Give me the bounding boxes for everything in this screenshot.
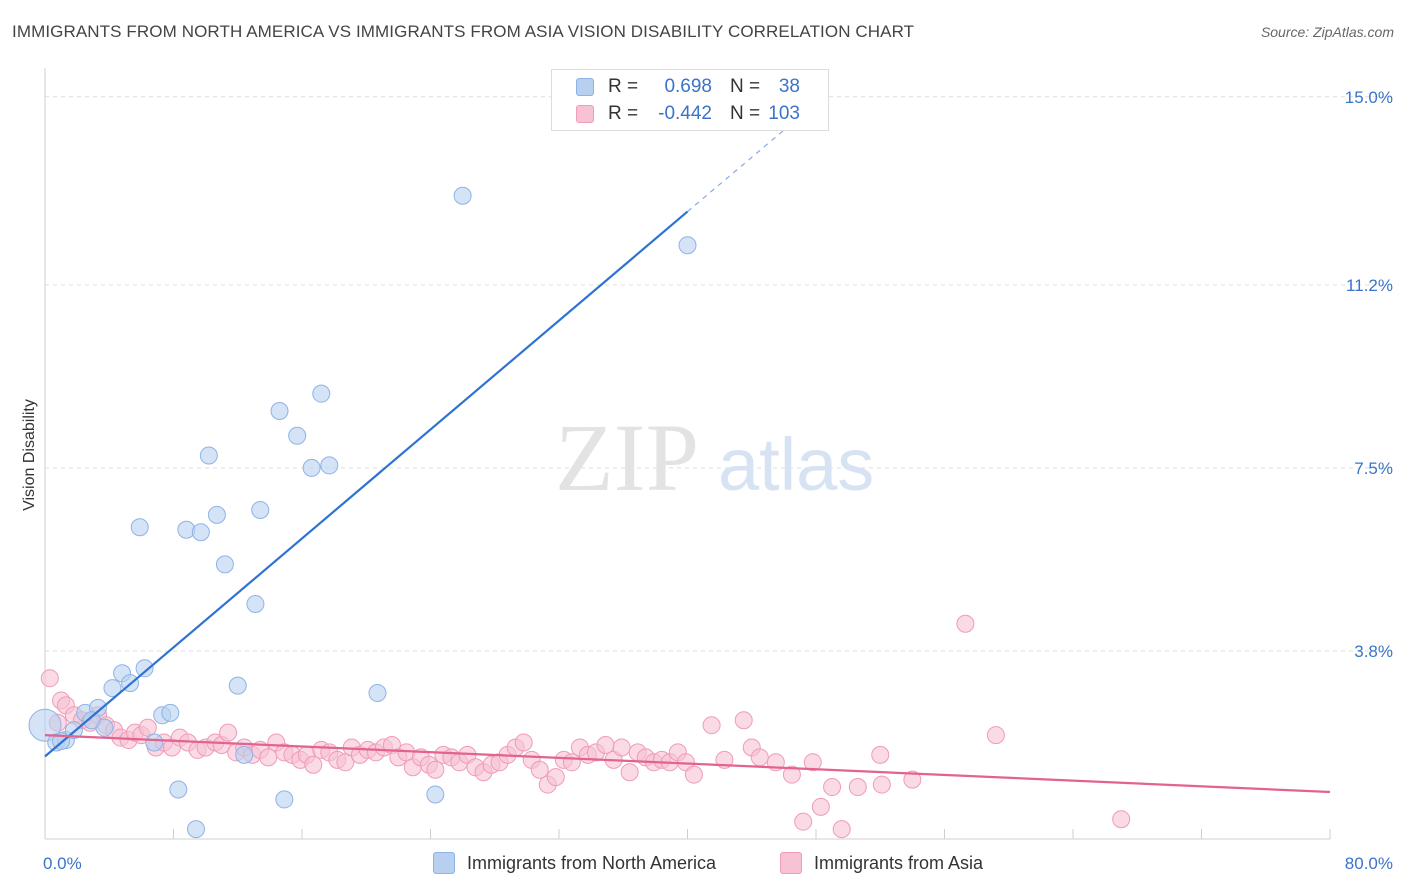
north-america-point bbox=[169, 780, 188, 799]
legend-swatch-north-america bbox=[576, 78, 594, 96]
y-tick-label: 11.2% bbox=[1346, 276, 1393, 295]
north-america-point bbox=[275, 790, 294, 809]
north-america-point bbox=[130, 518, 149, 537]
watermark: ZIP atlas bbox=[555, 404, 874, 511]
y-tick-label: 15.0% bbox=[1345, 88, 1393, 107]
legend-r-value: 0.698 bbox=[664, 76, 712, 97]
asia-point bbox=[782, 765, 801, 784]
legend-n-label: N = bbox=[730, 103, 761, 124]
north-america-point bbox=[320, 456, 339, 475]
north-america-point bbox=[103, 679, 122, 698]
y-tick-label: 3.8% bbox=[1354, 642, 1393, 661]
x-tick-label: 0.0% bbox=[43, 854, 82, 873]
legend-r-value: -0.442 bbox=[658, 103, 712, 124]
north-america-point bbox=[145, 733, 164, 752]
north-america-point bbox=[199, 446, 218, 465]
legend-label-asia: Immigrants from Asia bbox=[814, 852, 984, 873]
legend-label-north-america: Immigrants from North America bbox=[467, 852, 717, 873]
legend-r-label: R = bbox=[608, 103, 639, 124]
north-america-point bbox=[235, 745, 254, 764]
asia-point bbox=[1112, 810, 1131, 829]
asia-point bbox=[612, 738, 631, 757]
asia-point bbox=[40, 669, 59, 688]
north-america-point bbox=[368, 684, 387, 703]
legend-r-label: R = bbox=[608, 76, 639, 97]
legend-n-label: N = bbox=[730, 76, 761, 97]
north-america-point bbox=[251, 500, 270, 519]
watermark-zip: ZIP bbox=[555, 404, 699, 511]
north-america-trend-extension bbox=[687, 116, 801, 213]
source-label: Source: ZipAtlas.com bbox=[1260, 24, 1394, 40]
asia-point bbox=[562, 753, 581, 772]
north-america-point bbox=[312, 384, 331, 403]
asia-point bbox=[848, 778, 867, 797]
legend-swatch-north-america bbox=[433, 852, 455, 874]
watermark-atlas: atlas bbox=[718, 423, 874, 506]
north-america-point bbox=[215, 555, 234, 574]
north-america-trend-line bbox=[44, 210, 689, 758]
asia-point bbox=[514, 733, 533, 752]
asia-point bbox=[832, 820, 851, 839]
asia-point bbox=[811, 797, 830, 816]
north-america-point bbox=[246, 594, 265, 613]
asia-point bbox=[872, 775, 891, 794]
north-america-point bbox=[186, 820, 205, 839]
north-america-points bbox=[28, 186, 697, 839]
trend-lines bbox=[44, 116, 1331, 794]
legend-swatch-asia bbox=[576, 105, 594, 123]
north-america-point bbox=[678, 236, 697, 255]
asia-points bbox=[40, 614, 1131, 839]
legend-swatch-asia bbox=[780, 852, 802, 874]
asia-point bbox=[138, 718, 157, 737]
legend-item-asia[interactable]: Immigrants from Asia bbox=[780, 852, 983, 874]
north-america-point bbox=[270, 401, 289, 420]
legend-row-asia: R = -0.442 N = 103 bbox=[576, 103, 800, 125]
asia-point bbox=[219, 723, 238, 742]
asia-point bbox=[596, 735, 615, 754]
asia-point bbox=[684, 765, 703, 784]
asia-point bbox=[426, 760, 445, 779]
asia-trend-line bbox=[44, 733, 1331, 794]
asia-point bbox=[734, 711, 753, 730]
north-america-point bbox=[228, 676, 247, 695]
north-america-point bbox=[135, 659, 154, 678]
asia-point bbox=[259, 748, 278, 767]
asia-point bbox=[986, 726, 1005, 745]
north-america-point bbox=[453, 186, 472, 205]
y-axis-label: Vision Disability bbox=[21, 399, 38, 511]
asia-point bbox=[336, 753, 355, 772]
north-america-point bbox=[82, 711, 101, 730]
tick-labels: 3.8% 7.5% 11.2% 15.0% 0.0% 80.0% bbox=[43, 88, 1393, 873]
north-america-point bbox=[288, 426, 307, 445]
legend-item-north-america[interactable]: Immigrants from North America bbox=[433, 852, 716, 874]
north-america-point bbox=[28, 708, 62, 742]
asia-point bbox=[702, 716, 721, 735]
asia-point bbox=[530, 760, 549, 779]
legend-n-value: 38 bbox=[778, 76, 800, 97]
asia-point bbox=[794, 812, 813, 831]
legend-row-north-america: R = 0.698 N = 38 bbox=[576, 76, 800, 98]
asia-point bbox=[620, 763, 639, 782]
legend-n-value: 103 bbox=[768, 103, 800, 124]
north-america-point bbox=[426, 785, 445, 804]
asia-point bbox=[823, 778, 842, 797]
asia-point bbox=[546, 768, 565, 787]
asia-point bbox=[750, 748, 769, 767]
y-tick-label: 7.5% bbox=[1354, 459, 1393, 478]
x-tick-label: 80.0% bbox=[1345, 854, 1393, 873]
gridlines bbox=[45, 96, 1392, 652]
chart-title: IMMIGRANTS FROM NORTH AMERICA VS IMMIGRA… bbox=[12, 22, 915, 41]
north-america-point bbox=[161, 703, 180, 722]
asia-point bbox=[304, 755, 323, 774]
north-america-point bbox=[207, 505, 226, 524]
asia-point bbox=[871, 745, 890, 764]
asia-point bbox=[903, 770, 922, 789]
asia-point bbox=[803, 753, 822, 772]
asia-point bbox=[956, 614, 975, 633]
north-america-point bbox=[191, 523, 210, 542]
north-america-point bbox=[302, 458, 321, 477]
correlation-legend: R = 0.698 N = 38 R = -0.442 N = 103 bbox=[551, 69, 829, 131]
